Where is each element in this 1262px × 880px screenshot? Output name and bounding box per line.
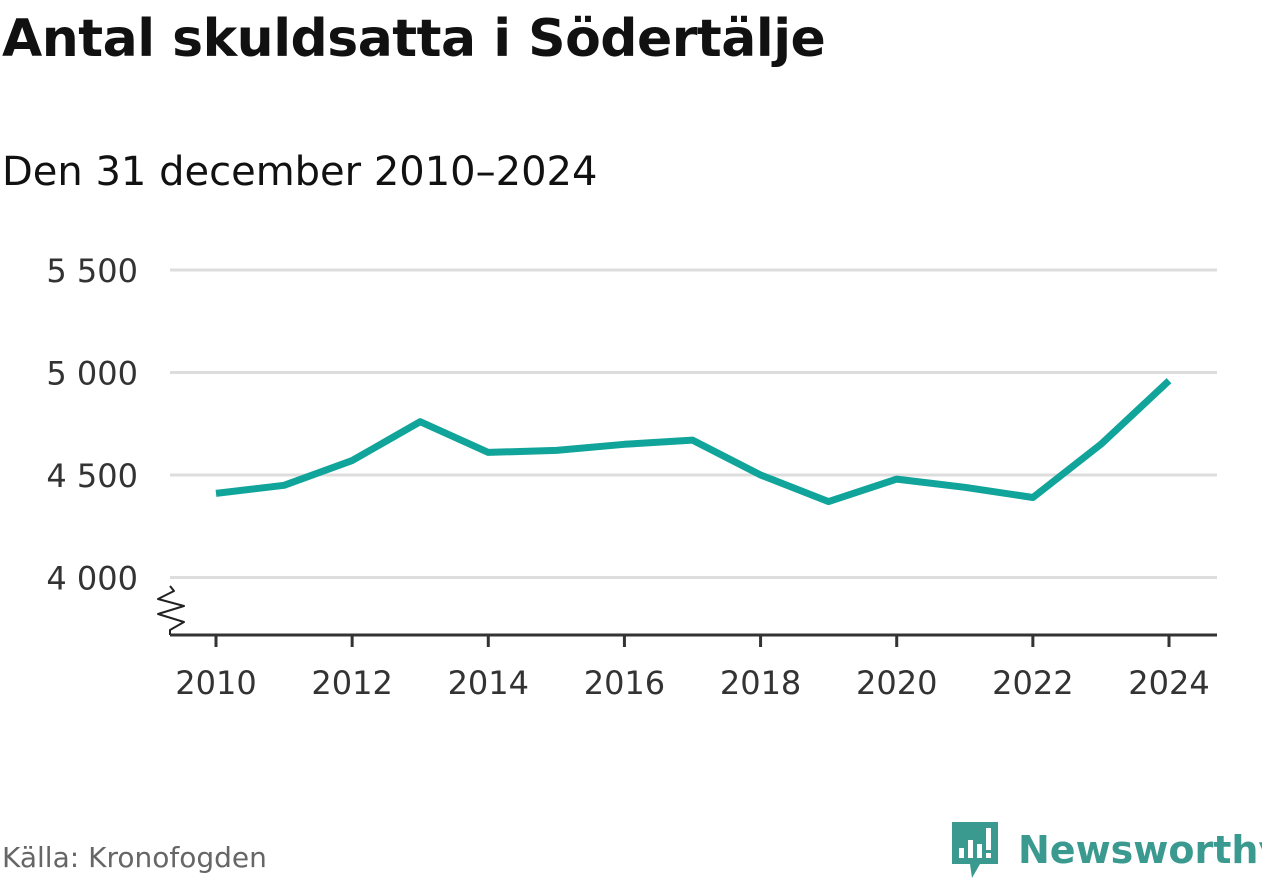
brand-logo: Newsworthy (950, 820, 1262, 880)
chart-title: Antal skuldsatta i Södertälje (2, 9, 826, 69)
series-line-0 (215, 378, 1172, 506)
y-tick-label: 5 500 (46, 252, 138, 290)
chart-subtitle: Den 31 december 2010–2024 (2, 149, 598, 195)
y-axis-tick-labels: 4 000 4 500 5 000 5 500 (46, 252, 138, 598)
x-tick-label: 2016 (584, 664, 665, 702)
y-tick-label: 5 000 (46, 355, 138, 393)
x-tick-label: 2022 (992, 664, 1073, 702)
data-point-2013 (417, 418, 424, 425)
x-axis-tick-labels: 2010 2012 2014 2016 2018 2020 2022 2024 (175, 664, 1209, 702)
newsworthy-logo-icon (952, 822, 998, 878)
axis-break-zigzag (157, 585, 185, 635)
x-axis (157, 585, 1217, 647)
x-tick-label: 2020 (856, 664, 937, 702)
data-point-2018 (757, 472, 764, 479)
data-point-2011 (281, 482, 288, 489)
x-tick-label: 2018 (720, 664, 801, 702)
data-point-2022 (1029, 494, 1036, 501)
series-layer (213, 377, 1173, 506)
data-point-2014 (485, 449, 492, 456)
data-point-2021 (961, 484, 968, 491)
data-point-2012 (349, 457, 356, 464)
y-tick-label: 4 500 (46, 457, 138, 495)
x-tick-label: 2010 (175, 664, 256, 702)
data-point-2015 (553, 447, 560, 454)
x-tick-label: 2014 (448, 664, 529, 702)
source-note: Källa: Kronofogden (2, 841, 267, 874)
data-point-2010 (213, 490, 220, 497)
data-point-2019 (825, 498, 832, 505)
x-tick-label: 2024 (1128, 664, 1209, 702)
data-point-2020 (893, 476, 900, 483)
data-point-2023 (1097, 441, 1104, 448)
gridlines (170, 268, 1217, 579)
x-tick-label: 2012 (311, 664, 392, 702)
data-point-2016 (621, 441, 628, 448)
data-point-2017 (689, 437, 696, 444)
brand-name: Newsworthy (1018, 828, 1262, 872)
data-point-2024 (1166, 377, 1173, 384)
y-tick-label: 4 000 (46, 560, 138, 598)
